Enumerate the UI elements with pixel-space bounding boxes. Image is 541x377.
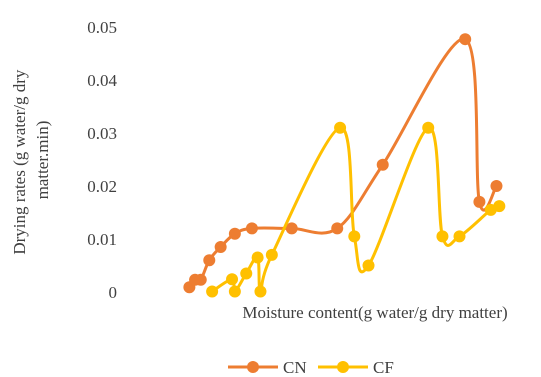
series-cf-marker	[226, 273, 239, 286]
series-cf-marker	[362, 259, 375, 272]
y-axis-title-line-2: matter.min)	[33, 121, 52, 200]
series-cf-marker	[453, 230, 466, 243]
series-cf-marker	[334, 121, 347, 134]
y-tick-label: 0	[109, 283, 118, 302]
y-axis-title-line-1: Drying rates (g water/g dry	[10, 69, 29, 255]
series-cn-marker	[490, 180, 503, 192]
series-cf-marker	[265, 248, 278, 261]
series-cn-marker	[228, 227, 241, 240]
x-axis-title: Moisture content(g water/g dry matter)	[242, 303, 507, 322]
series-cn-line	[187, 37, 498, 289]
series-cf	[206, 121, 506, 298]
series-cf-marker	[240, 267, 253, 280]
series-cf-marker	[348, 230, 361, 243]
series-cf-marker	[254, 285, 267, 298]
series-cf-marker	[206, 285, 219, 298]
series-cn-marker	[245, 222, 258, 235]
series-cn-marker	[331, 222, 344, 235]
series-cf-marker	[422, 121, 435, 134]
legend-marker	[337, 361, 349, 373]
legend-marker	[247, 361, 259, 373]
series-cn-marker	[214, 240, 227, 253]
plot-area	[183, 33, 506, 298]
series-cf-marker	[251, 251, 264, 264]
legend-label: CN	[283, 358, 307, 377]
series-cf-marker	[493, 200, 506, 213]
y-tick-label: 0.02	[87, 177, 117, 196]
series-cf-marker	[436, 230, 449, 243]
legend: CN CF	[228, 358, 394, 377]
series-cn-marker	[473, 195, 486, 208]
series-cf-line	[210, 126, 501, 293]
y-tick-label: 0.01	[87, 230, 117, 249]
series-cn-marker	[459, 33, 472, 46]
legend-item-cn: CN	[228, 358, 307, 377]
series-cn-marker	[194, 273, 207, 286]
series-cn-marker	[285, 222, 298, 235]
series-cf-marker	[228, 285, 241, 298]
y-axis-ticks: 0 0.01 0.02 0.03 0.04 0.05	[87, 18, 117, 302]
legend-label: CF	[373, 358, 394, 377]
series-cn	[183, 33, 503, 294]
series-cn-marker	[203, 254, 216, 267]
y-tick-label: 0.05	[87, 18, 117, 37]
y-tick-label: 0.04	[87, 71, 117, 90]
y-tick-label: 0.03	[87, 124, 117, 143]
y-axis-title: Drying rates (g water/g dry matter.min)	[10, 65, 52, 254]
legend-item-cf: CF	[318, 358, 394, 377]
series-cn-marker	[376, 158, 389, 171]
